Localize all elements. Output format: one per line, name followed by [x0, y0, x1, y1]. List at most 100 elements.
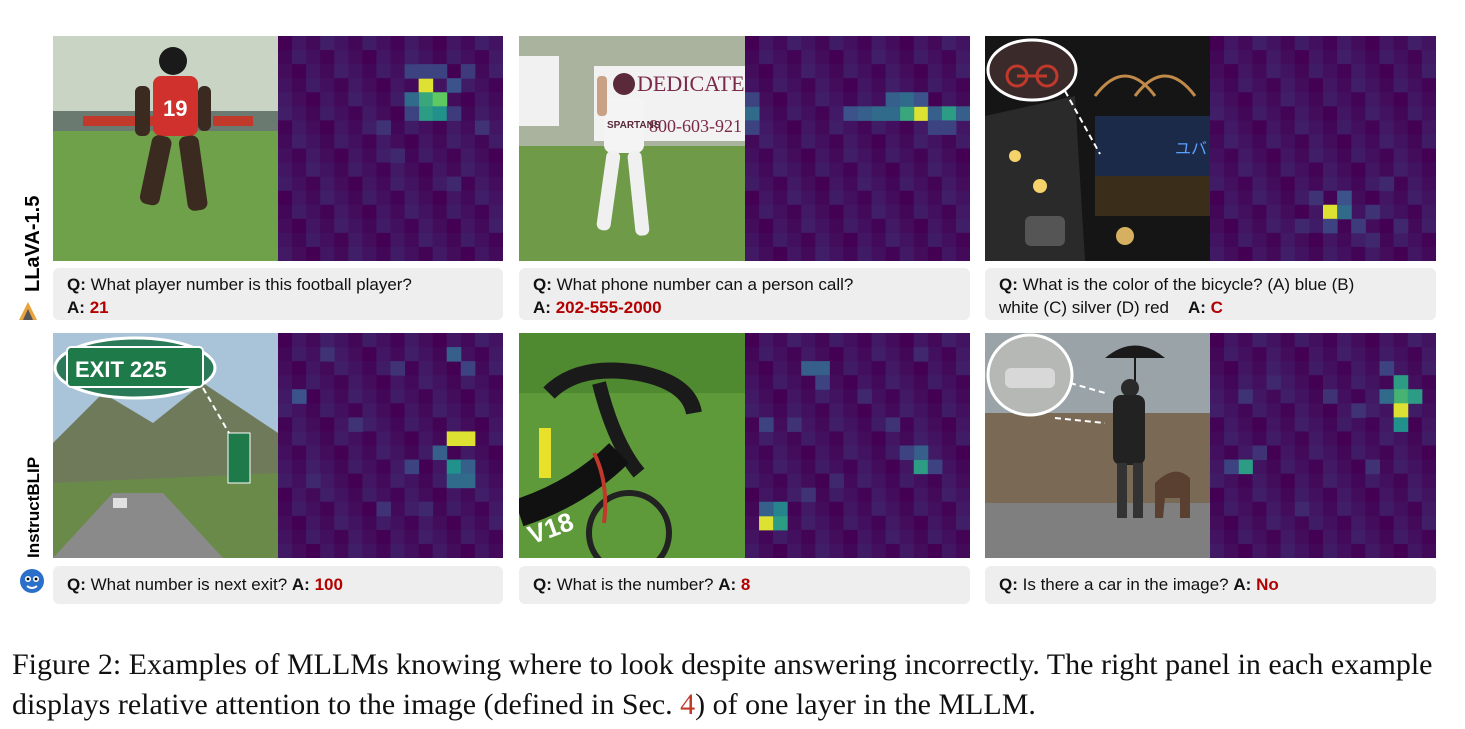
heatmap-bg-cell [1379, 162, 1395, 178]
heatmap-bg-cell [941, 403, 957, 418]
heatmap-bg-cell [404, 389, 420, 404]
heatmap-bg-cell [745, 204, 760, 220]
heatmap-bg-cell [390, 64, 406, 79]
heatmap-bg-cell [1323, 148, 1338, 164]
heatmap-cell [418, 78, 434, 93]
heatmap-bg-cell [418, 431, 434, 446]
heatmap-bg-cell [348, 120, 363, 135]
heatmap-bg-cell [348, 403, 363, 418]
heatmap-bg-cell [474, 92, 490, 107]
section-reference[interactable]: 4 [680, 688, 696, 721]
heatmap-cell [857, 389, 873, 404]
heatmap-bg-cell [348, 459, 363, 475]
heatmap-bg-cell [376, 218, 391, 234]
heatmap-bg-cell [278, 106, 293, 121]
heatmap-bg-cell [829, 246, 844, 261]
heatmap-bg-cell [376, 246, 391, 261]
heatmap-bg-cell [1224, 190, 1239, 206]
heatmap-bg-cell [1308, 64, 1324, 79]
heatmap-bg-cell [857, 501, 873, 517]
heatmap-bg-cell [1365, 417, 1380, 432]
heatmap-bg-cell [941, 50, 957, 65]
heatmap-bg-cell [955, 246, 970, 261]
heatmap-bg-cell [1365, 190, 1380, 206]
heatmap-bg-cell [432, 246, 448, 261]
heatmap-bg-cell [899, 176, 915, 192]
heatmap-bg-cell [1266, 459, 1282, 475]
heatmap-bg-cell [843, 148, 858, 164]
answer-text: 8 [740, 575, 751, 594]
heatmap-bg-cell [1294, 403, 1310, 418]
heatmap-cell [787, 417, 802, 432]
heatmap-bg-cell [334, 50, 349, 65]
heatmap-bg-cell [773, 106, 788, 121]
heatmap-bg-cell [1337, 403, 1352, 418]
heatmap-bg-cell [913, 246, 929, 261]
heatmap-bg-cell [1294, 92, 1310, 107]
heatmap-bg-cell [759, 246, 774, 261]
heatmap-bg-cell [1379, 120, 1395, 135]
heatmap-bg-cell [1407, 78, 1423, 93]
heatmap-bg-cell [1266, 218, 1282, 234]
heatmap-bg-cell [815, 64, 830, 79]
heatmap-bg-cell [1252, 347, 1267, 362]
heatmap-bg-cell [899, 204, 915, 220]
heatmap-cell [432, 445, 448, 461]
heatmap-bg-cell [362, 232, 377, 248]
heatmap-bg-cell [1294, 134, 1310, 149]
heatmap-bg-cell [390, 92, 406, 107]
heatmap-bg-cell [829, 120, 844, 135]
heatmap-bg-cell [1393, 148, 1409, 164]
heatmap-bg-cell [801, 106, 816, 121]
heatmap-bg-cell [829, 176, 844, 192]
heatmap-bg-cell [1280, 232, 1296, 248]
heatmap-bg-cell [488, 445, 503, 461]
heatmap-bg-cell [1280, 190, 1296, 206]
heatmap-bg-cell [1337, 64, 1352, 79]
heatmap-bg-cell [1266, 389, 1282, 404]
heatmap-bg-cell [801, 78, 816, 93]
heatmap-cell [1393, 403, 1409, 418]
heatmap-cell [1365, 232, 1380, 248]
heatmap-bg-cell [320, 78, 335, 93]
heatmap-bg-cell [334, 78, 349, 93]
heatmap-bg-cell [927, 515, 943, 531]
heatmap-bg-cell [787, 487, 802, 503]
heatmap-bg-cell [787, 92, 802, 107]
heatmap-bg-cell [927, 218, 943, 234]
heatmap-cell [871, 106, 887, 121]
heatmap-bg-cell [320, 232, 335, 248]
heatmap-bg-cell [1238, 246, 1253, 261]
heatmap-bg-cell [787, 134, 802, 149]
heatmap-bg-cell [941, 333, 957, 348]
heatmap-bg-cell [815, 501, 830, 517]
heatmap-bg-cell [474, 246, 490, 261]
heatmap-bg-cell [292, 92, 307, 107]
heatmap-bg-cell [801, 162, 816, 178]
heatmap-bg-cell [348, 162, 363, 178]
caption-text-end: ) of one layer in the MLLM. [695, 688, 1036, 721]
heatmap-bg-cell [1294, 106, 1310, 121]
heatmap-bg-cell [432, 403, 448, 418]
heatmap-bg-cell [334, 190, 349, 206]
heatmap-bg-cell [955, 431, 970, 446]
heatmap-bg-cell [348, 50, 363, 65]
heatmap-cell [306, 473, 321, 489]
heatmap-cell [418, 92, 434, 107]
heatmap-cell [446, 106, 462, 121]
heatmap-bg-cell [488, 515, 503, 531]
heatmap-bg-cell [1351, 134, 1366, 149]
heatmap-bg-cell [787, 445, 802, 461]
heatmap-bg-cell [857, 204, 873, 220]
heatmap-bg-cell [871, 445, 887, 461]
heatmap-bg-cell [1407, 106, 1423, 121]
heatmap-bg-cell [955, 403, 970, 418]
heatmap-bg-cell [1421, 218, 1436, 234]
heatmap-bg-cell [1238, 162, 1253, 178]
heatmap-bg-cell [1379, 543, 1395, 558]
heatmap-bg-cell [899, 389, 915, 404]
heatmap-bg-cell [474, 389, 490, 404]
heatmap-bg-cell [815, 176, 830, 192]
heatmap-bg-cell [432, 501, 448, 517]
heatmap-bg-cell [871, 361, 887, 376]
